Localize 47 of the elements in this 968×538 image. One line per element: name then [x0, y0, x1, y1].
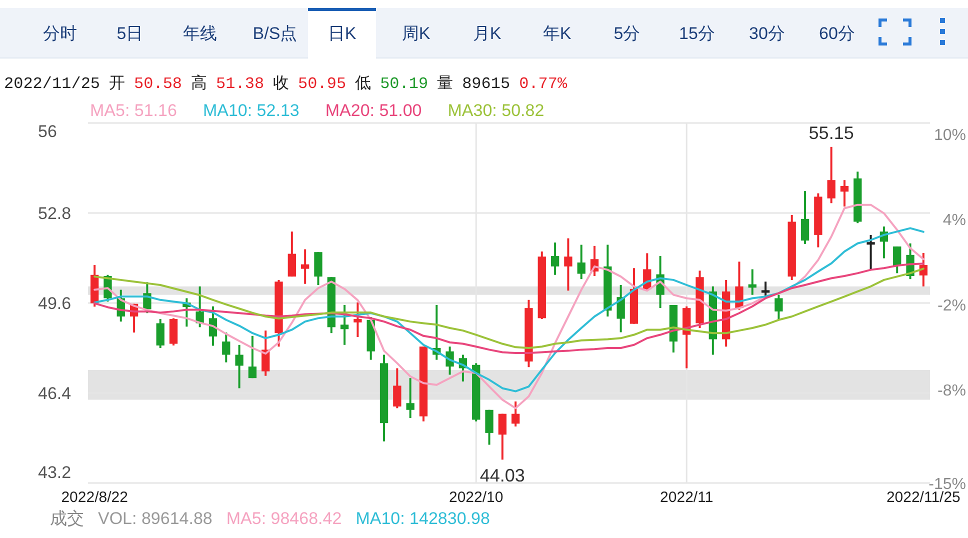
text: 50.58 [134, 75, 182, 93]
y-tick-label: 49.6 [38, 294, 72, 313]
text: MA10: 52.13 [202, 101, 300, 120]
text: 50.95 [298, 75, 346, 93]
y2-tick-label: 4% [942, 212, 966, 230]
y-tick-label: 56 [38, 122, 57, 141]
text: 0.77% [519, 75, 568, 93]
y-tick-label: 46.4 [38, 384, 72, 403]
text: 2022/11/25 [4, 75, 100, 93]
text: 开 [109, 75, 126, 93]
text: 月K [472, 24, 502, 43]
text: B/S点 [252, 24, 298, 43]
text: 成交 [50, 509, 84, 528]
text: 5日 [116, 24, 144, 43]
text: 89615 [462, 75, 510, 93]
x-tick-label: 2022/11 [660, 489, 714, 506]
x-tick-label: 2022/10 [448, 489, 504, 506]
text: MA10: 142830.98 [356, 509, 490, 528]
text: 低 [355, 75, 372, 93]
text: 年线 [183, 24, 217, 43]
y-tick-label: 52.8 [38, 204, 72, 223]
y2-tick-label: -2% [938, 297, 966, 314]
text: 年K [542, 24, 572, 43]
text: 30分 [749, 24, 785, 43]
text: 60分 [819, 24, 855, 43]
x-tick-label: 2022/11/25 [886, 489, 960, 506]
text: 5分 [614, 24, 640, 43]
text: 51.38 [216, 75, 264, 93]
text: MA20: 51.00 [325, 101, 422, 120]
text: 收 [273, 75, 290, 93]
text: 分时 [43, 24, 77, 43]
y2-tick-label: -8% [938, 382, 966, 400]
text: MA5: 98468.42 [226, 509, 342, 528]
text: MA30: 50.82 [448, 101, 544, 120]
text: 日K [328, 24, 357, 43]
text: 高 [191, 74, 208, 93]
x-tick-label: 2022/8/22 [61, 489, 128, 506]
text: VOL: 89614.88 [98, 509, 212, 528]
text: 50.19 [380, 75, 428, 93]
text: 15分 [679, 24, 715, 43]
text: 量 [437, 75, 454, 93]
y-tick-label: 43.2 [38, 463, 72, 482]
annotation: 44.03 [480, 466, 525, 486]
text: 周K [402, 24, 431, 43]
y2-tick-label: 10% [934, 126, 966, 144]
text: MA5: 51.16 [90, 101, 177, 120]
annotation: 55.15 [808, 122, 854, 143]
